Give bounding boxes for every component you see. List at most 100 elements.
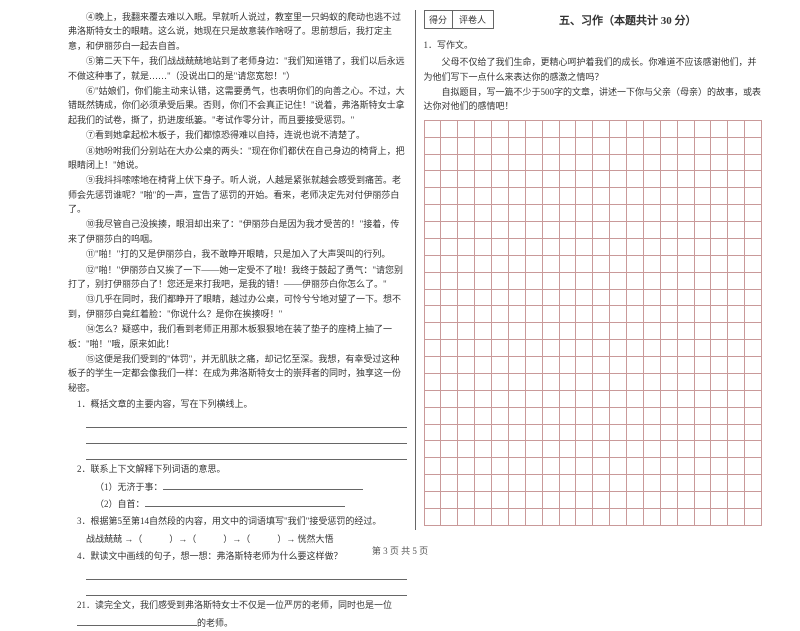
grid-cell[interactable] bbox=[576, 239, 593, 256]
grid-cell[interactable] bbox=[695, 290, 712, 307]
grid-cell[interactable] bbox=[576, 155, 593, 172]
grid-cell[interactable] bbox=[425, 492, 442, 509]
grid-cell[interactable] bbox=[509, 408, 526, 425]
grid-cell[interactable] bbox=[492, 408, 509, 425]
grid-cell[interactable] bbox=[745, 357, 762, 374]
grid-cell[interactable] bbox=[492, 323, 509, 340]
grid-cell[interactable] bbox=[678, 138, 695, 155]
grid-cell[interactable] bbox=[661, 121, 678, 138]
grid-cell[interactable] bbox=[745, 425, 762, 442]
grid-cell[interactable] bbox=[509, 290, 526, 307]
grid-cell[interactable] bbox=[543, 121, 560, 138]
grid-cell[interactable] bbox=[425, 475, 442, 492]
grid-cell[interactable] bbox=[560, 323, 577, 340]
grid-cell[interactable] bbox=[695, 408, 712, 425]
grid-cell[interactable] bbox=[475, 441, 492, 458]
grid-cell[interactable] bbox=[576, 408, 593, 425]
grid-cell[interactable] bbox=[711, 273, 728, 290]
grid-cell[interactable] bbox=[425, 357, 442, 374]
grid-cell[interactable] bbox=[610, 256, 627, 273]
grid-cell[interactable] bbox=[526, 441, 543, 458]
grid-cell[interactable] bbox=[543, 357, 560, 374]
grid-cell[interactable] bbox=[728, 155, 745, 172]
grid-cell[interactable] bbox=[745, 408, 762, 425]
grid-cell[interactable] bbox=[492, 222, 509, 239]
grid-cell[interactable] bbox=[560, 205, 577, 222]
grid-cell[interactable] bbox=[560, 374, 577, 391]
grid-cell[interactable] bbox=[425, 205, 442, 222]
grid-cell[interactable] bbox=[475, 273, 492, 290]
grid-cell[interactable] bbox=[475, 391, 492, 408]
grid-cell[interactable] bbox=[425, 171, 442, 188]
grid-cell[interactable] bbox=[711, 155, 728, 172]
grid-cell[interactable] bbox=[661, 239, 678, 256]
grid-cell[interactable] bbox=[543, 290, 560, 307]
grid-cell[interactable] bbox=[661, 222, 678, 239]
grid-cell[interactable] bbox=[441, 290, 458, 307]
grid-cell[interactable] bbox=[593, 205, 610, 222]
grid-cell[interactable] bbox=[576, 441, 593, 458]
grid-cell[interactable] bbox=[678, 391, 695, 408]
grid-cell[interactable] bbox=[610, 205, 627, 222]
grid-cell[interactable] bbox=[492, 340, 509, 357]
grid-cell[interactable] bbox=[661, 273, 678, 290]
grid-cell[interactable] bbox=[425, 374, 442, 391]
grid-cell[interactable] bbox=[576, 256, 593, 273]
grid-cell[interactable] bbox=[576, 458, 593, 475]
grid-cell[interactable] bbox=[627, 171, 644, 188]
grid-cell[interactable] bbox=[678, 425, 695, 442]
grid-cell[interactable] bbox=[425, 222, 442, 239]
grid-cell[interactable] bbox=[644, 256, 661, 273]
grid-cell[interactable] bbox=[425, 306, 442, 323]
grid-cell[interactable] bbox=[627, 458, 644, 475]
grid-cell[interactable] bbox=[576, 222, 593, 239]
grid-cell[interactable] bbox=[526, 475, 543, 492]
grid-cell[interactable] bbox=[627, 492, 644, 509]
grid-cell[interactable] bbox=[644, 509, 661, 526]
grid-cell[interactable] bbox=[543, 273, 560, 290]
grid-cell[interactable] bbox=[593, 323, 610, 340]
grid-cell[interactable] bbox=[610, 273, 627, 290]
grid-cell[interactable] bbox=[610, 340, 627, 357]
grid-cell[interactable] bbox=[711, 357, 728, 374]
grid-cell[interactable] bbox=[475, 171, 492, 188]
grid-cell[interactable] bbox=[745, 171, 762, 188]
grid-cell[interactable] bbox=[509, 458, 526, 475]
grid-cell[interactable] bbox=[441, 171, 458, 188]
grid-cell[interactable] bbox=[728, 222, 745, 239]
grid-cell[interactable] bbox=[678, 340, 695, 357]
grid-cell[interactable] bbox=[695, 357, 712, 374]
grid-cell[interactable] bbox=[543, 205, 560, 222]
grid-cell[interactable] bbox=[526, 121, 543, 138]
grid-cell[interactable] bbox=[728, 205, 745, 222]
grid-cell[interactable] bbox=[678, 475, 695, 492]
grid-cell[interactable] bbox=[711, 340, 728, 357]
grid-cell[interactable] bbox=[560, 290, 577, 307]
grid-cell[interactable] bbox=[678, 121, 695, 138]
grid-cell[interactable] bbox=[678, 374, 695, 391]
grid-cell[interactable] bbox=[661, 492, 678, 509]
grid-cell[interactable] bbox=[644, 458, 661, 475]
grid-cell[interactable] bbox=[560, 441, 577, 458]
grid-cell[interactable] bbox=[695, 458, 712, 475]
grid-cell[interactable] bbox=[593, 340, 610, 357]
grid-cell[interactable] bbox=[509, 256, 526, 273]
grid-cell[interactable] bbox=[543, 408, 560, 425]
grid-cell[interactable] bbox=[441, 441, 458, 458]
grid-cell[interactable] bbox=[543, 306, 560, 323]
grid-cell[interactable] bbox=[644, 357, 661, 374]
answer-inline-blank[interactable] bbox=[77, 616, 197, 626]
grid-cell[interactable] bbox=[543, 222, 560, 239]
grid-cell[interactable] bbox=[475, 492, 492, 509]
grid-cell[interactable] bbox=[475, 323, 492, 340]
grid-cell[interactable] bbox=[576, 138, 593, 155]
grid-cell[interactable] bbox=[711, 475, 728, 492]
grid-cell[interactable] bbox=[711, 290, 728, 307]
grid-cell[interactable] bbox=[661, 155, 678, 172]
grid-cell[interactable] bbox=[576, 391, 593, 408]
grid-cell[interactable] bbox=[644, 290, 661, 307]
grid-cell[interactable] bbox=[728, 256, 745, 273]
grid-cell[interactable] bbox=[695, 273, 712, 290]
grid-cell[interactable] bbox=[441, 188, 458, 205]
grid-cell[interactable] bbox=[492, 239, 509, 256]
